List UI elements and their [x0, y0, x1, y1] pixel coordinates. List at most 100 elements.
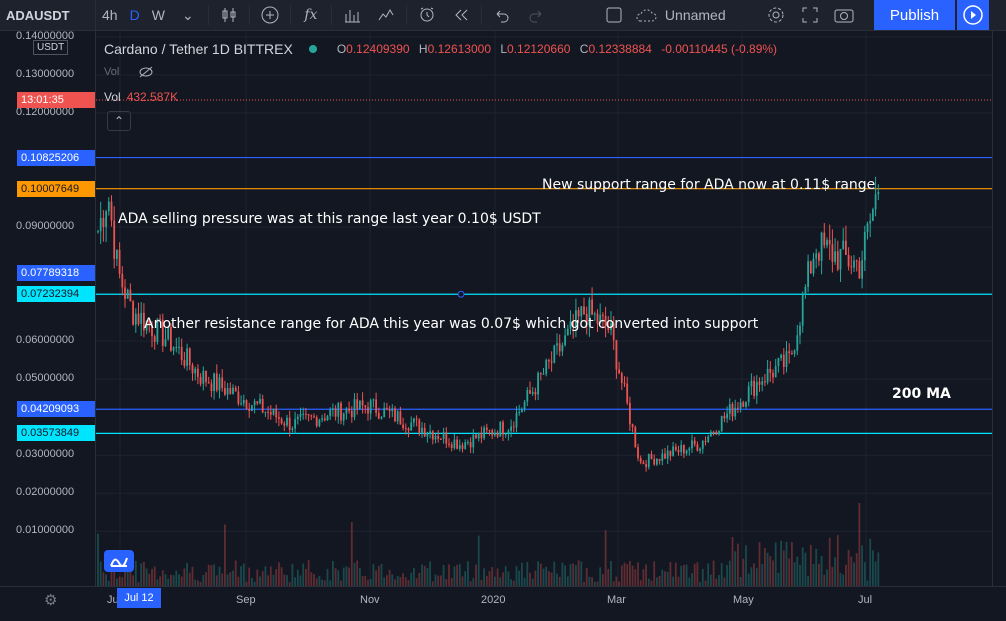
candle-body	[485, 427, 488, 431]
candle-body	[210, 383, 213, 391]
candle-body	[394, 408, 396, 422]
candle-body	[467, 442, 469, 444]
candle-body	[337, 403, 340, 417]
volume-bar	[124, 571, 126, 586]
open-value: 0.12409390	[346, 42, 410, 56]
eye-hidden-icon[interactable]	[138, 66, 154, 78]
volume-bar	[175, 570, 178, 586]
candlestick-icon[interactable]	[212, 0, 246, 30]
expand-icon[interactable]	[793, 0, 827, 30]
dropdown-chevron-icon[interactable]: ⌄	[182, 6, 194, 23]
volume-legend: Vol 432.587K	[104, 90, 178, 104]
candle-body	[575, 310, 577, 328]
gear-icon[interactable]: ⚙	[44, 592, 58, 609]
candle-body	[153, 336, 156, 342]
candle-body	[188, 348, 191, 366]
volume-bar	[653, 561, 656, 586]
currency-label[interactable]: USDT	[33, 40, 69, 55]
candle-body	[391, 408, 394, 412]
candle-body	[515, 413, 518, 428]
volume-bar	[566, 576, 569, 586]
undo-icon[interactable]	[485, 0, 519, 30]
settings-gear-icon[interactable]	[759, 0, 793, 30]
volume-bar	[410, 572, 413, 586]
candle-body	[669, 450, 672, 456]
volume-value: 432.587K	[126, 90, 179, 104]
candle-body	[750, 380, 753, 387]
indicators-fx-icon[interactable]: fx	[304, 7, 318, 23]
camera-icon[interactable]	[827, 0, 861, 30]
candle-body	[129, 289, 132, 302]
symbol-title[interactable]: Cardano / Tether 1D BITTREX	[104, 41, 293, 57]
candle-body	[456, 439, 458, 449]
candle-body	[272, 408, 275, 415]
interval-d[interactable]: D	[129, 7, 140, 23]
volume-bar	[656, 577, 658, 586]
volume-bar	[261, 571, 264, 586]
financials-icon[interactable]	[335, 0, 369, 30]
annotation-selling-pressure[interactable]: ADA selling pressure was at this range l…	[118, 211, 541, 227]
candle-body	[839, 248, 842, 270]
candle-body	[442, 432, 445, 439]
layout-cloud-icon[interactable]	[631, 0, 661, 30]
symbol-search[interactable]: ADAUSDT	[0, 0, 96, 30]
volume-bar	[248, 567, 251, 586]
volume-bar	[450, 577, 453, 586]
price-tag: 13:01:35	[17, 91, 95, 108]
annotation-200ma[interactable]: 200 MA	[892, 386, 951, 402]
publish-button[interactable]: Publish	[874, 0, 955, 30]
candle-body	[143, 312, 145, 331]
price-axis[interactable]	[0, 31, 96, 586]
candle-body	[207, 381, 210, 384]
candle-body	[375, 399, 377, 413]
volume-bar	[337, 570, 340, 586]
replay-icon[interactable]	[444, 0, 478, 30]
candle-body	[329, 409, 332, 417]
candle-body	[431, 431, 434, 440]
volume-bar	[178, 574, 180, 586]
volume-bar	[642, 569, 645, 586]
high-label: H	[418, 42, 428, 56]
candle-body	[855, 260, 858, 262]
interval-w[interactable]: W	[151, 7, 165, 23]
fullscreen-square-icon[interactable]	[597, 0, 631, 30]
volume-bar	[556, 573, 558, 586]
price-chart[interactable]	[0, 31, 1006, 620]
volume-bar	[132, 575, 134, 586]
candle-body	[507, 430, 510, 434]
volume-bar	[807, 576, 809, 586]
collapse-legend-button[interactable]: ⌃	[107, 111, 131, 131]
annotation-resistance[interactable]: Another resistance range for ADA this ye…	[144, 316, 759, 332]
volume-bar	[191, 566, 194, 586]
candle-body	[197, 368, 199, 377]
volume-bar	[774, 542, 777, 586]
alert-icon[interactable]	[410, 0, 444, 30]
compare-icon[interactable]	[369, 0, 403, 30]
hidden-volume-legend[interactable]: Vol	[104, 66, 154, 78]
candle-body	[429, 431, 431, 434]
candle-body	[807, 261, 809, 287]
play-icon	[963, 5, 983, 25]
price-tag: 0.07789318	[17, 265, 95, 282]
add-indicator-icon[interactable]	[253, 0, 287, 30]
candle-body	[110, 201, 113, 221]
candle-body	[766, 368, 769, 383]
volume-bar	[251, 577, 253, 586]
candle-body	[791, 353, 793, 355]
time-axis[interactable]	[0, 586, 1006, 621]
crosshair-date-badge: Jul 12	[117, 588, 161, 608]
volume-bar	[421, 564, 423, 586]
redo-icon[interactable]	[519, 0, 553, 30]
play-button[interactable]	[957, 0, 989, 30]
tradingview-logo-icon[interactable]	[104, 550, 134, 572]
layout-name[interactable]: Unnamed	[664, 7, 726, 23]
annotation-new-support[interactable]: New support range for ADA now at 0.11$ r…	[542, 177, 876, 193]
volume-bar	[299, 575, 302, 586]
candle-body	[523, 401, 526, 410]
candle-body	[134, 313, 137, 325]
volume-bar	[140, 563, 143, 586]
candle-body	[866, 223, 869, 233]
volume-bar	[658, 575, 661, 586]
interval-4h[interactable]: 4h	[102, 7, 118, 23]
candle-body	[588, 299, 591, 326]
